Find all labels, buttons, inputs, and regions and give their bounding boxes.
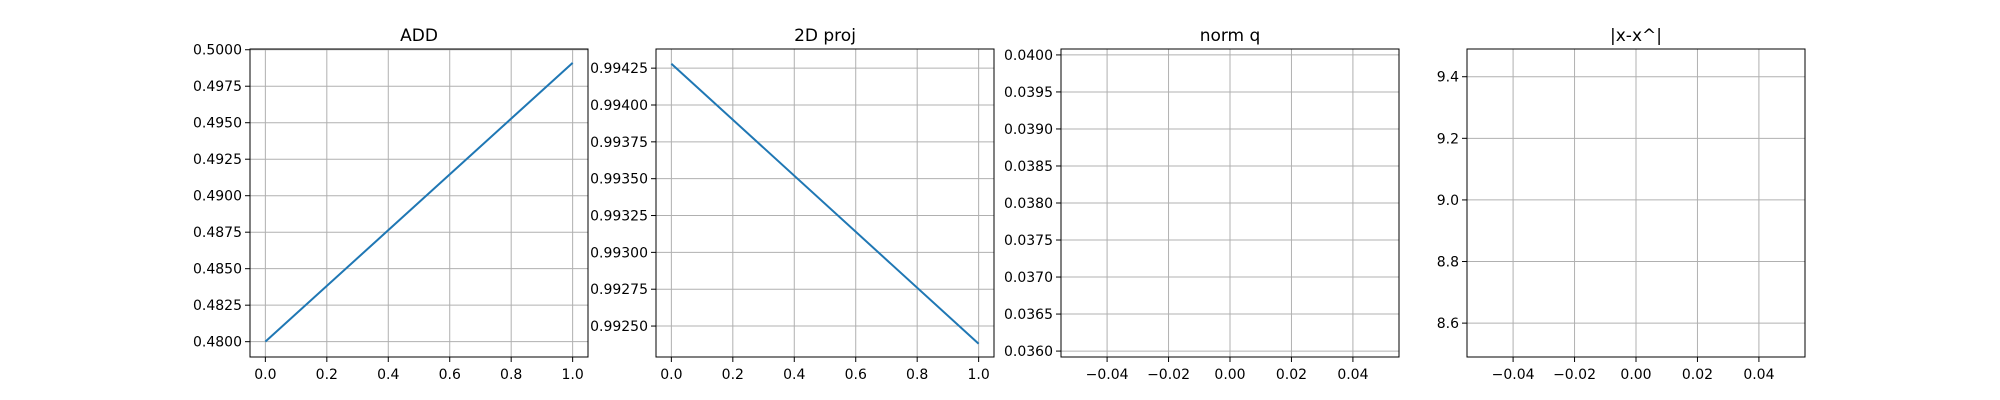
x-tick-label: 0.6 (845, 367, 867, 383)
y-tick-label: 0.4975 (193, 79, 242, 95)
x-tick-label: 1.0 (562, 367, 584, 383)
x-tick-label: 0.04 (1337, 367, 1368, 383)
x-tick-label: 0.4 (377, 367, 399, 383)
plot-frame (655, 48, 995, 358)
plot-frame (1060, 48, 1400, 358)
x-tick-label: 1.0 (968, 367, 990, 383)
y-tick-label: 0.4925 (193, 152, 242, 168)
y-tick-label: 0.99300 (590, 245, 648, 261)
subplot-4: −0.04 −0.02 0.00 0.02 0.04 8.6 8.8 9.0 9.2 9.4 |x-… (1437, 26, 1806, 383)
x-tick-label: 0.00 (1620, 367, 1651, 383)
y-tick-label: 8.8 (1437, 255, 1459, 271)
series-line (670, 62, 980, 345)
x-tick-label: 0.6 (439, 367, 461, 383)
y-tick-label: 0.0385 (1004, 159, 1053, 175)
x-tick-label: 0.2 (316, 367, 338, 383)
y-tick-label: 0.4900 (193, 189, 242, 205)
subplot-title: 2D proj (794, 26, 856, 46)
y-tick-label: 0.0395 (1004, 85, 1053, 101)
plot-frame (1466, 48, 1806, 358)
subplot-2: 0.0 0.2 0.4 0.6 0.8 1.0 0.99250 0.99275 0.99300 0… (590, 26, 995, 383)
x-tick-label: 0.0 (254, 367, 276, 383)
y-tick-label: 0.0375 (1004, 233, 1053, 249)
series-line (264, 62, 574, 343)
x-tick-label: 0.8 (906, 367, 928, 383)
subplot-3: −0.04 −0.02 0.00 0.02 0.04 0.0360 0.0365 0.0370… (1004, 26, 1400, 383)
y-tick-label: 0.99375 (590, 135, 648, 151)
y-tick-label: 0.99400 (590, 98, 648, 114)
x-tick-label: 0.4 (783, 367, 805, 383)
y-tick-label: 0.99325 (590, 209, 648, 225)
y-tick-label: 9.0 (1437, 193, 1459, 209)
y-tick-label: 0.0370 (1004, 270, 1053, 286)
y-tick-label: 0.4800 (193, 335, 242, 351)
x-tick-label: 0.0 (660, 367, 682, 383)
x-tick-label: −0.02 (1147, 367, 1190, 383)
y-tick-label: 0.4825 (193, 298, 242, 314)
y-tick-label: 0.4850 (193, 262, 242, 278)
y-tick-label: 0.99350 (590, 172, 648, 188)
x-tick-label: 0.04 (1743, 367, 1774, 383)
y-tick-label: 0.4875 (193, 225, 242, 241)
y-tick-label: 0.0400 (1004, 48, 1053, 64)
y-tick-label: 0.99250 (590, 319, 648, 335)
subplot-1: 0.0 0.2 0.4 0.6 0.8 1.0 0.4800 0.4825 0.4850 0.48… (193, 26, 589, 383)
y-tick-label: 9.2 (1437, 131, 1459, 147)
x-tick-label: 0.02 (1276, 367, 1307, 383)
subplot-title: norm q (1200, 26, 1261, 46)
y-tick-label: 0.4950 (193, 116, 242, 132)
y-tick-label: 0.99425 (590, 61, 648, 77)
y-tick-label: 0.99275 (590, 282, 648, 298)
subplot-title: ADD (400, 26, 438, 46)
subplot-title: |x-x^| (1610, 26, 1662, 46)
y-tick-label: 9.4 (1437, 70, 1459, 86)
y-tick-label: 0.0360 (1004, 344, 1053, 360)
plot-frame (249, 48, 589, 358)
x-tick-label: 0.00 (1214, 367, 1245, 383)
y-tick-label: 0.5000 (193, 43, 242, 59)
x-tick-label: −0.04 (1492, 367, 1535, 383)
x-tick-label: −0.02 (1553, 367, 1596, 383)
x-tick-label: 0.02 (1682, 367, 1713, 383)
x-tick-label: 0.8 (500, 367, 522, 383)
y-tick-label: 0.0365 (1004, 307, 1053, 323)
y-tick-label: 0.0380 (1004, 196, 1053, 212)
y-tick-label: 0.0390 (1004, 122, 1053, 138)
x-tick-label: 0.2 (722, 367, 744, 383)
x-tick-label: −0.04 (1086, 367, 1129, 383)
y-tick-label: 8.6 (1437, 316, 1459, 332)
